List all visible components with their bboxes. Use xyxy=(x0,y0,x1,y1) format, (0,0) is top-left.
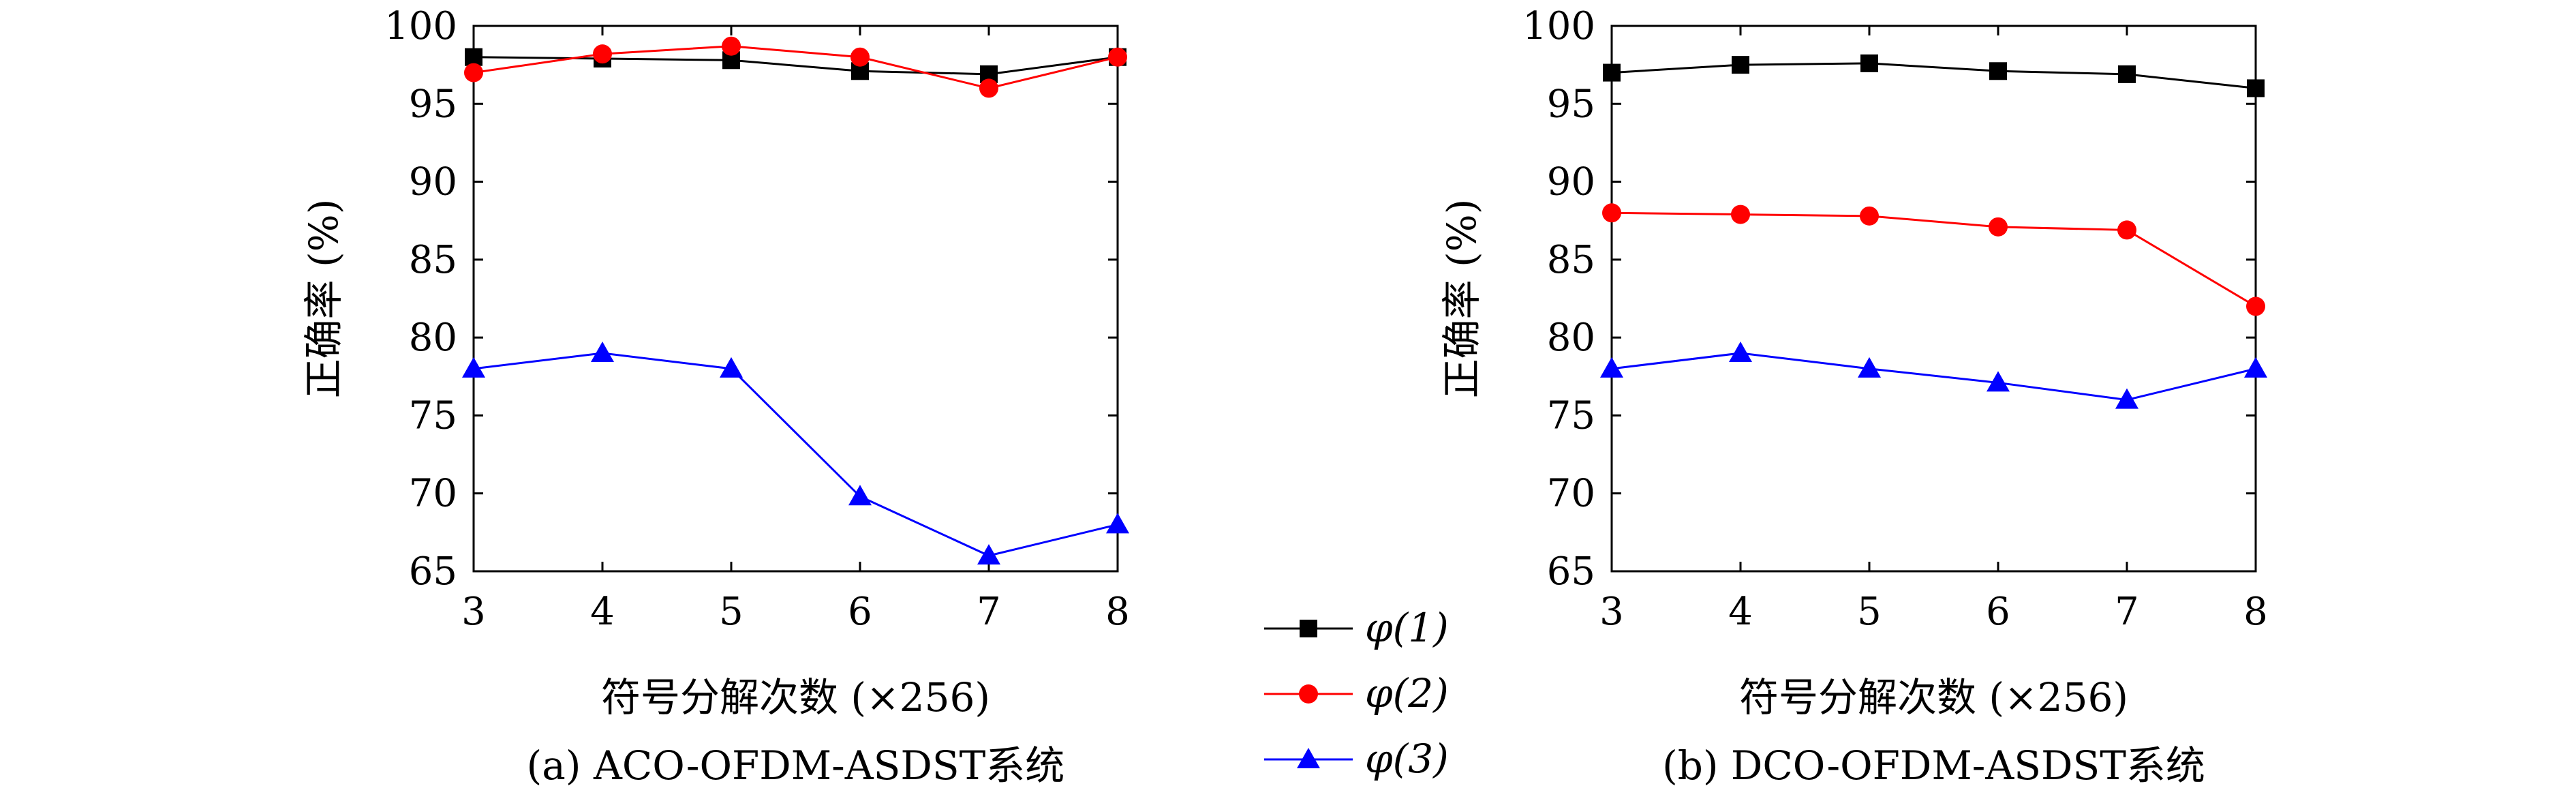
y-tick-label: 70 xyxy=(409,472,457,516)
x-tick-label: 6 xyxy=(1986,590,2010,634)
y-tick-label: 65 xyxy=(1547,549,1595,594)
panel-caption: (a) ACO-OFDM-ASDST系统 xyxy=(527,742,1065,789)
y-tick-label: 100 xyxy=(1522,4,1595,48)
y-tick-label: 95 xyxy=(409,82,457,126)
y-tick-label: 95 xyxy=(1547,82,1595,126)
y-tick-label: 90 xyxy=(409,160,457,205)
data-point xyxy=(1989,217,2008,237)
data-point xyxy=(1106,513,1129,534)
x-tick-label: 8 xyxy=(1105,590,1130,634)
data-point xyxy=(2117,220,2136,240)
data-point xyxy=(464,63,483,82)
panel-a: 3 4 5 6 7 8 65 70 75 80 85 90 95 100 符号分解次数 (×256) 正确率 … xyxy=(301,4,1130,789)
series-3 xyxy=(462,342,1129,565)
data-point xyxy=(1729,342,1752,362)
data-point xyxy=(1732,56,1749,74)
data-point xyxy=(1987,371,2010,392)
series-line xyxy=(1611,62,2256,89)
y-tick-label: 70 xyxy=(1547,472,1595,516)
panel-caption: (b) DCO-OFDM-ASDST系统 xyxy=(1662,742,2205,789)
x-tick-label: 3 xyxy=(1599,590,1624,634)
x-axis-label: 符号分解次数 (×256) xyxy=(601,674,990,721)
series-line xyxy=(473,352,1118,557)
series-line xyxy=(473,45,1118,89)
y-tick-label: 75 xyxy=(409,393,457,438)
data-point xyxy=(591,342,614,362)
data-point xyxy=(2247,79,2265,97)
data-point xyxy=(462,357,485,378)
series-1 xyxy=(1603,54,2265,97)
x-tick-label: 5 xyxy=(719,590,743,634)
legend-label: φ(3) xyxy=(1365,736,1449,782)
data-point xyxy=(1602,203,1621,223)
data-point xyxy=(722,36,741,56)
legend-entry: φ(3) xyxy=(1264,736,1449,782)
legend-marker xyxy=(1297,748,1320,768)
y-tick-label: 75 xyxy=(1547,393,1595,438)
x-tick-label: 4 xyxy=(590,590,615,634)
legend-entry: φ(2) xyxy=(1264,670,1449,716)
x-axis-label: 符号分解次数 (×256) xyxy=(1739,674,2128,721)
legend-marker xyxy=(1300,620,1317,637)
data-point xyxy=(720,357,743,378)
legend: φ(1) φ(2) φ(3) xyxy=(1264,605,1449,782)
plot-frame xyxy=(472,25,1119,573)
data-point xyxy=(850,47,870,67)
y-tick-label: 85 xyxy=(1547,238,1595,282)
series-2 xyxy=(464,36,1127,98)
data-point xyxy=(593,44,612,64)
y-tick-label: 90 xyxy=(1547,160,1595,205)
data-point xyxy=(465,48,482,66)
series-2 xyxy=(1602,203,2265,316)
legend-label: φ(1) xyxy=(1365,605,1449,651)
series-1 xyxy=(465,48,1126,83)
data-point xyxy=(1603,63,1621,82)
x-tick-label: 4 xyxy=(1728,590,1753,634)
data-point xyxy=(979,78,998,98)
series-line xyxy=(1611,211,2256,307)
data-point xyxy=(977,544,1000,565)
series-line xyxy=(473,56,1118,76)
y-tick-label: 80 xyxy=(1547,316,1595,360)
legend-label: φ(2) xyxy=(1365,670,1449,716)
legend-entry: φ(1) xyxy=(1264,605,1449,651)
data-point xyxy=(1108,47,1127,67)
data-point xyxy=(1731,205,1750,224)
data-point xyxy=(1860,54,1878,72)
y-tick-label: 85 xyxy=(409,238,457,282)
data-point xyxy=(1600,357,1623,378)
x-tick-label: 6 xyxy=(848,590,872,634)
x-tick-label: 3 xyxy=(461,590,486,634)
data-point xyxy=(2115,388,2138,409)
data-point xyxy=(2118,65,2136,83)
data-point xyxy=(848,485,872,506)
x-tick-label: 7 xyxy=(2115,590,2139,634)
series-3 xyxy=(1600,342,2267,409)
y-axis-label: 正确率 (%) xyxy=(301,199,347,399)
y-tick-label: 80 xyxy=(409,316,457,360)
panel-b: 3 4 5 6 7 8 65 70 75 80 85 90 95 100 符号分解次数 (×256) 正确率 … xyxy=(1439,4,2268,789)
x-tick-label: 8 xyxy=(2243,590,2268,634)
y-tick-label: 65 xyxy=(409,549,457,594)
x-tick-label: 5 xyxy=(1857,590,1882,634)
data-point xyxy=(1858,357,1881,378)
x-tick-label: 7 xyxy=(977,590,1001,634)
y-tick-label: 100 xyxy=(384,4,457,48)
series-line xyxy=(1611,352,2256,402)
data-point xyxy=(1989,62,2007,80)
data-point xyxy=(2244,357,2267,378)
data-point xyxy=(2246,297,2265,316)
plot-frame xyxy=(1610,25,2257,573)
data-point xyxy=(1860,206,1879,226)
legend-marker xyxy=(1299,684,1318,704)
y-axis-label: 正确率 (%) xyxy=(1439,199,1485,399)
